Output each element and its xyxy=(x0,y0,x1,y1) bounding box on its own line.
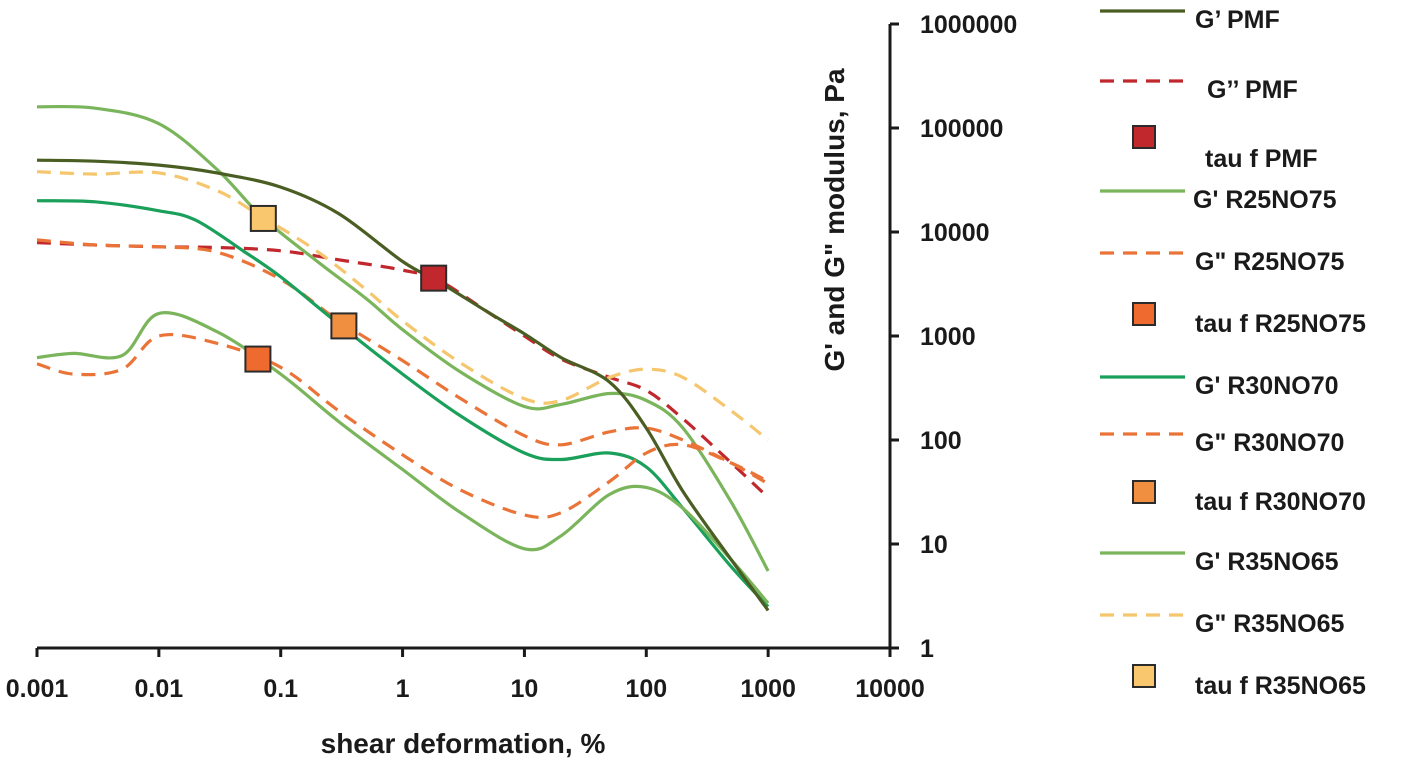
legend-label: G' R25NO75 xyxy=(1193,186,1337,214)
legend-item-g-r30no70: G' R30NO70 xyxy=(1100,372,1339,400)
marker-tau-f-r35no65 xyxy=(249,204,277,232)
legend-label: tau f PMF xyxy=(1205,145,1318,173)
legend-item-tau-f-r25no75: tau f R25NO75 xyxy=(1132,302,1366,338)
legend-item-tau-f-r30no70: tau f R30NO70 xyxy=(1132,480,1366,516)
y-axis-title: G' and G" modulus, Pa xyxy=(819,68,850,372)
x-tick-label: 10000 xyxy=(855,675,925,703)
series-line-g-pmf-0 xyxy=(36,158,770,612)
legend: G’ PMF G’’ PMF tau f PMF G' R25NO75 G" R25NO… xyxy=(1100,6,1366,700)
legend-swatch-marker xyxy=(1132,480,1156,504)
series-line-g-r25no75-4 xyxy=(36,238,769,486)
legend-item-g-pmf: G’ PMF xyxy=(1100,6,1280,34)
legend-item-g-r35no65: G' R35NO65 xyxy=(1100,548,1339,576)
legend-item-tau-f-r35no65: tau f R35NO65 xyxy=(1132,664,1366,700)
y-tick-label: 1000000 xyxy=(920,11,1017,39)
x-tick-label: 0.001 xyxy=(6,675,69,703)
legend-item-g-r25no75: G" R25NO75 xyxy=(1100,248,1345,276)
y-tick-label: 100 xyxy=(920,427,962,455)
x-tick-label: 0.1 xyxy=(263,675,298,703)
plot-markers xyxy=(244,204,448,373)
marker-tau-f-pmf xyxy=(420,264,448,292)
legend-item-tau-f-pmf: tau f PMF xyxy=(1132,125,1318,173)
marker-tau-f-r30no70 xyxy=(330,312,358,340)
marker-tau-f-r25no75 xyxy=(244,345,272,373)
series-line-g-r25no75-3 xyxy=(36,104,770,572)
x-axis-title: shear deformation, % xyxy=(321,728,606,759)
y-tick-label: 10000 xyxy=(920,219,990,247)
legend-label: G" R30NO70 xyxy=(1195,429,1344,457)
x-tick-label: 0.01 xyxy=(135,675,184,703)
legend-label: G’ PMF xyxy=(1195,6,1280,34)
plot-lines xyxy=(36,104,770,612)
legend-swatch-marker xyxy=(1132,302,1156,326)
legend-label: G’’ PMF xyxy=(1207,76,1298,104)
series-line-g-r30no70-7 xyxy=(36,332,769,520)
legend-item-g-r30no70: G" R30NO70 xyxy=(1100,429,1344,457)
legend-item-g-pmf: G’’ PMF xyxy=(1100,76,1298,104)
legend-label: G" R25NO75 xyxy=(1195,248,1345,276)
series-line-g-r30no70-6 xyxy=(36,199,770,608)
legend-label: G' R30NO70 xyxy=(1195,372,1339,400)
legend-label: G' R35NO65 xyxy=(1195,548,1339,576)
x-tick-label: 100 xyxy=(625,675,667,703)
legend-item-g-r35no65: G" R35NO65 xyxy=(1100,610,1345,638)
y-tick-label: 1000 xyxy=(920,323,976,351)
legend-label: tau f R25NO75 xyxy=(1195,310,1366,338)
y-tick-label: 1 xyxy=(920,635,934,663)
y-tick-label: 100000 xyxy=(920,115,1003,143)
legend-label: tau f R30NO70 xyxy=(1195,488,1366,516)
legend-label: tau f R35NO65 xyxy=(1195,672,1366,700)
y-tick-label: 10 xyxy=(920,531,948,559)
legend-swatch-marker xyxy=(1132,125,1156,149)
legend-item-g-r25no75: G' R25NO75 xyxy=(1100,186,1337,214)
x-tick-label: 10 xyxy=(511,675,539,703)
x-tick-label: 1000 xyxy=(740,675,796,703)
legend-label: G" R35NO65 xyxy=(1195,610,1345,638)
x-tick-label: 1 xyxy=(396,675,410,703)
series-line-g-r35no65-9 xyxy=(36,311,770,605)
series-line-g-r35no65-10 xyxy=(36,170,770,442)
legend-swatch-marker xyxy=(1132,664,1156,688)
axes: 0.001 0.01 0.1 1 10 100 1000 10000 shear deforma… xyxy=(6,11,1018,759)
